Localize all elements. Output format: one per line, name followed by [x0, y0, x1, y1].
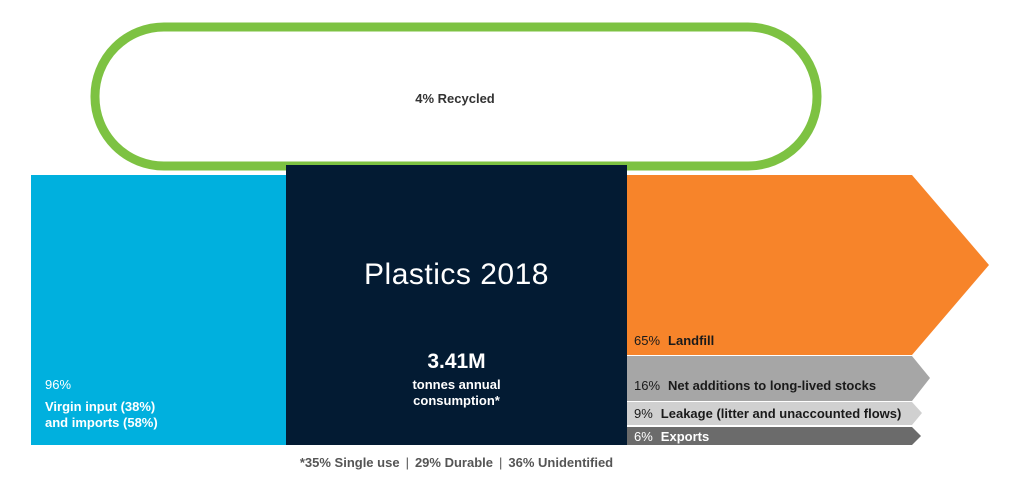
- stocks-percent: 16%: [634, 378, 661, 393]
- input-description: Virgin input (38%) and imports (58%): [45, 399, 158, 430]
- leakage-arrow: [627, 402, 922, 425]
- footnote: *35% Single use | 29% Durable | 36% Unidenti…: [286, 455, 627, 470]
- stocks-text: Net additions to long-lived stocks: [668, 378, 877, 393]
- center-amount: 3.41M: [427, 350, 486, 373]
- footnote-single-use: *35% Single use: [299, 455, 400, 470]
- exports-percent: 6%: [634, 429, 653, 444]
- landfill-label: 65% Landfill: [634, 333, 714, 348]
- virgin-input-block: [31, 175, 287, 445]
- footnote-separator: |: [499, 455, 503, 470]
- leakage-label: 9% Leakage (litter and unaccounted flows): [634, 406, 901, 421]
- footnote-durable: 29% Durable: [414, 455, 493, 470]
- leakage-text: Leakage (litter and unaccounted flows): [660, 406, 902, 421]
- input-percent: 96%: [45, 377, 72, 392]
- leakage-percent: 9%: [634, 406, 653, 421]
- landfill-percent: 65%: [634, 333, 661, 348]
- stocks-arrow: [627, 356, 930, 401]
- footnote-separator: |: [405, 455, 409, 470]
- exports-label: 6% Exports: [634, 429, 709, 444]
- center-unit: tonnes annual consumption*: [412, 377, 501, 408]
- exports-text: Exports: [660, 429, 710, 444]
- footnote-unidentified: 36% Unidentified: [508, 455, 614, 470]
- exports-arrow: [627, 427, 921, 445]
- center-title: Plastics 2018: [364, 258, 549, 291]
- landfill-text: Landfill: [668, 333, 715, 348]
- stocks-label: 16% Net additions to long-lived stocks: [634, 378, 876, 393]
- plastics-center-block: [286, 165, 627, 445]
- landfill-arrow: [627, 175, 989, 355]
- recycled-label: 4% Recycled: [415, 91, 495, 106]
